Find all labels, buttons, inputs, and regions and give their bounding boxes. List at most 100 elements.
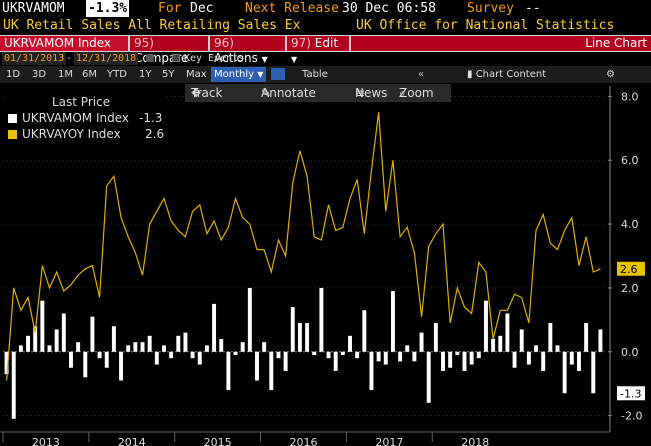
- last-value-label: -1.3: [620, 387, 641, 400]
- mom-bar: [262, 342, 267, 352]
- mom-bar: [4, 351, 9, 375]
- line-chart-icon[interactable]: [271, 68, 285, 80]
- last-value-label: 2.6: [620, 263, 638, 276]
- mom-bar: [491, 339, 496, 352]
- key-events-label: Key Events: [184, 53, 245, 64]
- x-tick-label: 2014: [118, 436, 146, 446]
- dropdown-arrow-icon: ▼: [291, 55, 298, 64]
- frequency-dropdown[interactable]: Monthly ▼: [211, 67, 267, 82]
- date-separator: -: [66, 53, 73, 64]
- x-tick-label: 2018: [461, 436, 489, 446]
- dropdown-arrow-icon: ▼: [257, 70, 264, 79]
- period-1m[interactable]: 1M: [58, 69, 73, 80]
- mom-bar: [169, 351, 174, 359]
- last-value-box: [617, 261, 645, 276]
- header-row-1: UKRVAMOM -1.3% For Dec Next Release 30 D…: [0, 0, 651, 17]
- mom-bar: [40, 300, 45, 352]
- table-button[interactable]: Table: [302, 69, 328, 80]
- legend-value-mom: -1.3: [139, 111, 163, 125]
- compare-tab[interactable]: 95) Compare: [130, 36, 208, 65]
- mom-bar: [512, 351, 517, 368]
- mom-bars: [4, 287, 603, 419]
- mom-bar: [133, 342, 138, 352]
- chart-content-button[interactable]: ▮ Chart Content: [467, 66, 546, 83]
- mom-bar: [498, 335, 503, 352]
- mom-bar: [90, 316, 95, 352]
- y-tick-label: 4.0: [621, 218, 639, 231]
- legend-item-yoy: UKRVAYOY Index: [22, 127, 121, 141]
- x-tick-label: 2013: [32, 436, 60, 446]
- x-axis: 2013 2014 2015 2016 2017 2018: [0, 431, 610, 446]
- actions-tab[interactable]: 96) Actions ▼: [210, 36, 285, 65]
- key-events-checkbox[interactable]: [172, 54, 180, 62]
- chart-type-tab[interactable]: Line Chart: [351, 36, 651, 51]
- mom-bar: [426, 351, 431, 403]
- legend-value-yoy: 2.6: [145, 127, 165, 141]
- start-date-input[interactable]: 01/31/2013: [2, 52, 67, 65]
- last-value: -1.3%: [86, 0, 130, 17]
- mom-bar: [376, 351, 381, 362]
- mom-bar: [33, 326, 38, 352]
- news-label: News: [355, 86, 388, 100]
- mom-bar: [319, 287, 324, 352]
- legend-title: Last Price: [52, 95, 111, 109]
- x-tick-label: 2016: [290, 436, 318, 446]
- mom-bar: [355, 351, 360, 359]
- yoy-line: [6, 112, 601, 381]
- mom-bar: [591, 351, 596, 394]
- settings-gear-icon[interactable]: ⚙: [606, 69, 615, 80]
- mom-bar: [555, 345, 560, 352]
- period-label: For: [158, 1, 182, 16]
- mom-bar: [348, 335, 352, 352]
- mom-bar: [584, 323, 589, 352]
- mom-bar: [176, 335, 181, 352]
- period-6m[interactable]: 6M: [82, 69, 97, 80]
- mom-bar: [226, 351, 231, 391]
- mom-bar: [111, 326, 116, 352]
- last-value-box: [617, 386, 645, 401]
- mom-bar: [269, 351, 274, 391]
- mom-bar: [26, 335, 31, 352]
- mom-bar: [119, 351, 124, 381]
- mom-bar: [104, 351, 109, 368]
- mom-bar: [212, 303, 217, 352]
- mom-bar: [433, 323, 438, 352]
- x-tick-label: 2017: [375, 436, 403, 446]
- period-3d[interactable]: 3D: [32, 69, 47, 80]
- security-tab[interactable]: UKRVAMOM Index: [0, 36, 128, 51]
- mom-bar: [290, 307, 295, 352]
- next-release-label: Next Release: [245, 1, 339, 16]
- news-icon: ≡: [355, 86, 366, 100]
- period-max[interactable]: Max: [186, 69, 207, 80]
- mom-bar: [240, 342, 245, 352]
- date-range-row: 01/31/2013 - 12/31/2018 Key Events: [0, 52, 651, 65]
- edit-num: 97): [291, 36, 311, 50]
- mom-bar: [576, 351, 581, 371]
- zoom-icon: ⌕: [399, 86, 406, 100]
- edit-label: Edit: [314, 36, 339, 50]
- survey-value: --: [525, 1, 541, 16]
- mom-bar: [505, 313, 510, 352]
- calendar-icon[interactable]: [146, 54, 154, 62]
- data-source: UK Office for National Statistics: [356, 18, 615, 33]
- mom-bar: [390, 291, 395, 352]
- mom-bar: [83, 351, 88, 378]
- chart-type-label: Line Chart: [585, 36, 647, 50]
- mom-bar: [383, 351, 388, 365]
- mom-bar: [462, 351, 467, 371]
- mom-bar: [548, 323, 553, 352]
- period-ytd[interactable]: YTD: [107, 69, 127, 80]
- y-tick-label: 6.0: [621, 154, 639, 167]
- mom-bar: [541, 351, 546, 371]
- period-1y[interactable]: 1Y: [139, 69, 152, 80]
- end-date-input[interactable]: 12/31/2018: [74, 52, 139, 65]
- period-5y[interactable]: 5Y: [162, 69, 175, 80]
- period-1d[interactable]: 1D: [6, 69, 21, 80]
- collapse-icon[interactable]: «: [418, 69, 425, 80]
- compare-num: 95): [134, 36, 154, 50]
- edit-tab[interactable]: 97) Edit ▼: [287, 36, 349, 64]
- mom-bar: [469, 351, 474, 365]
- mom-bar: [147, 335, 152, 352]
- security-tab-label: UKRVAMOM Index: [4, 36, 111, 50]
- frequency-label: Monthly: [214, 69, 255, 80]
